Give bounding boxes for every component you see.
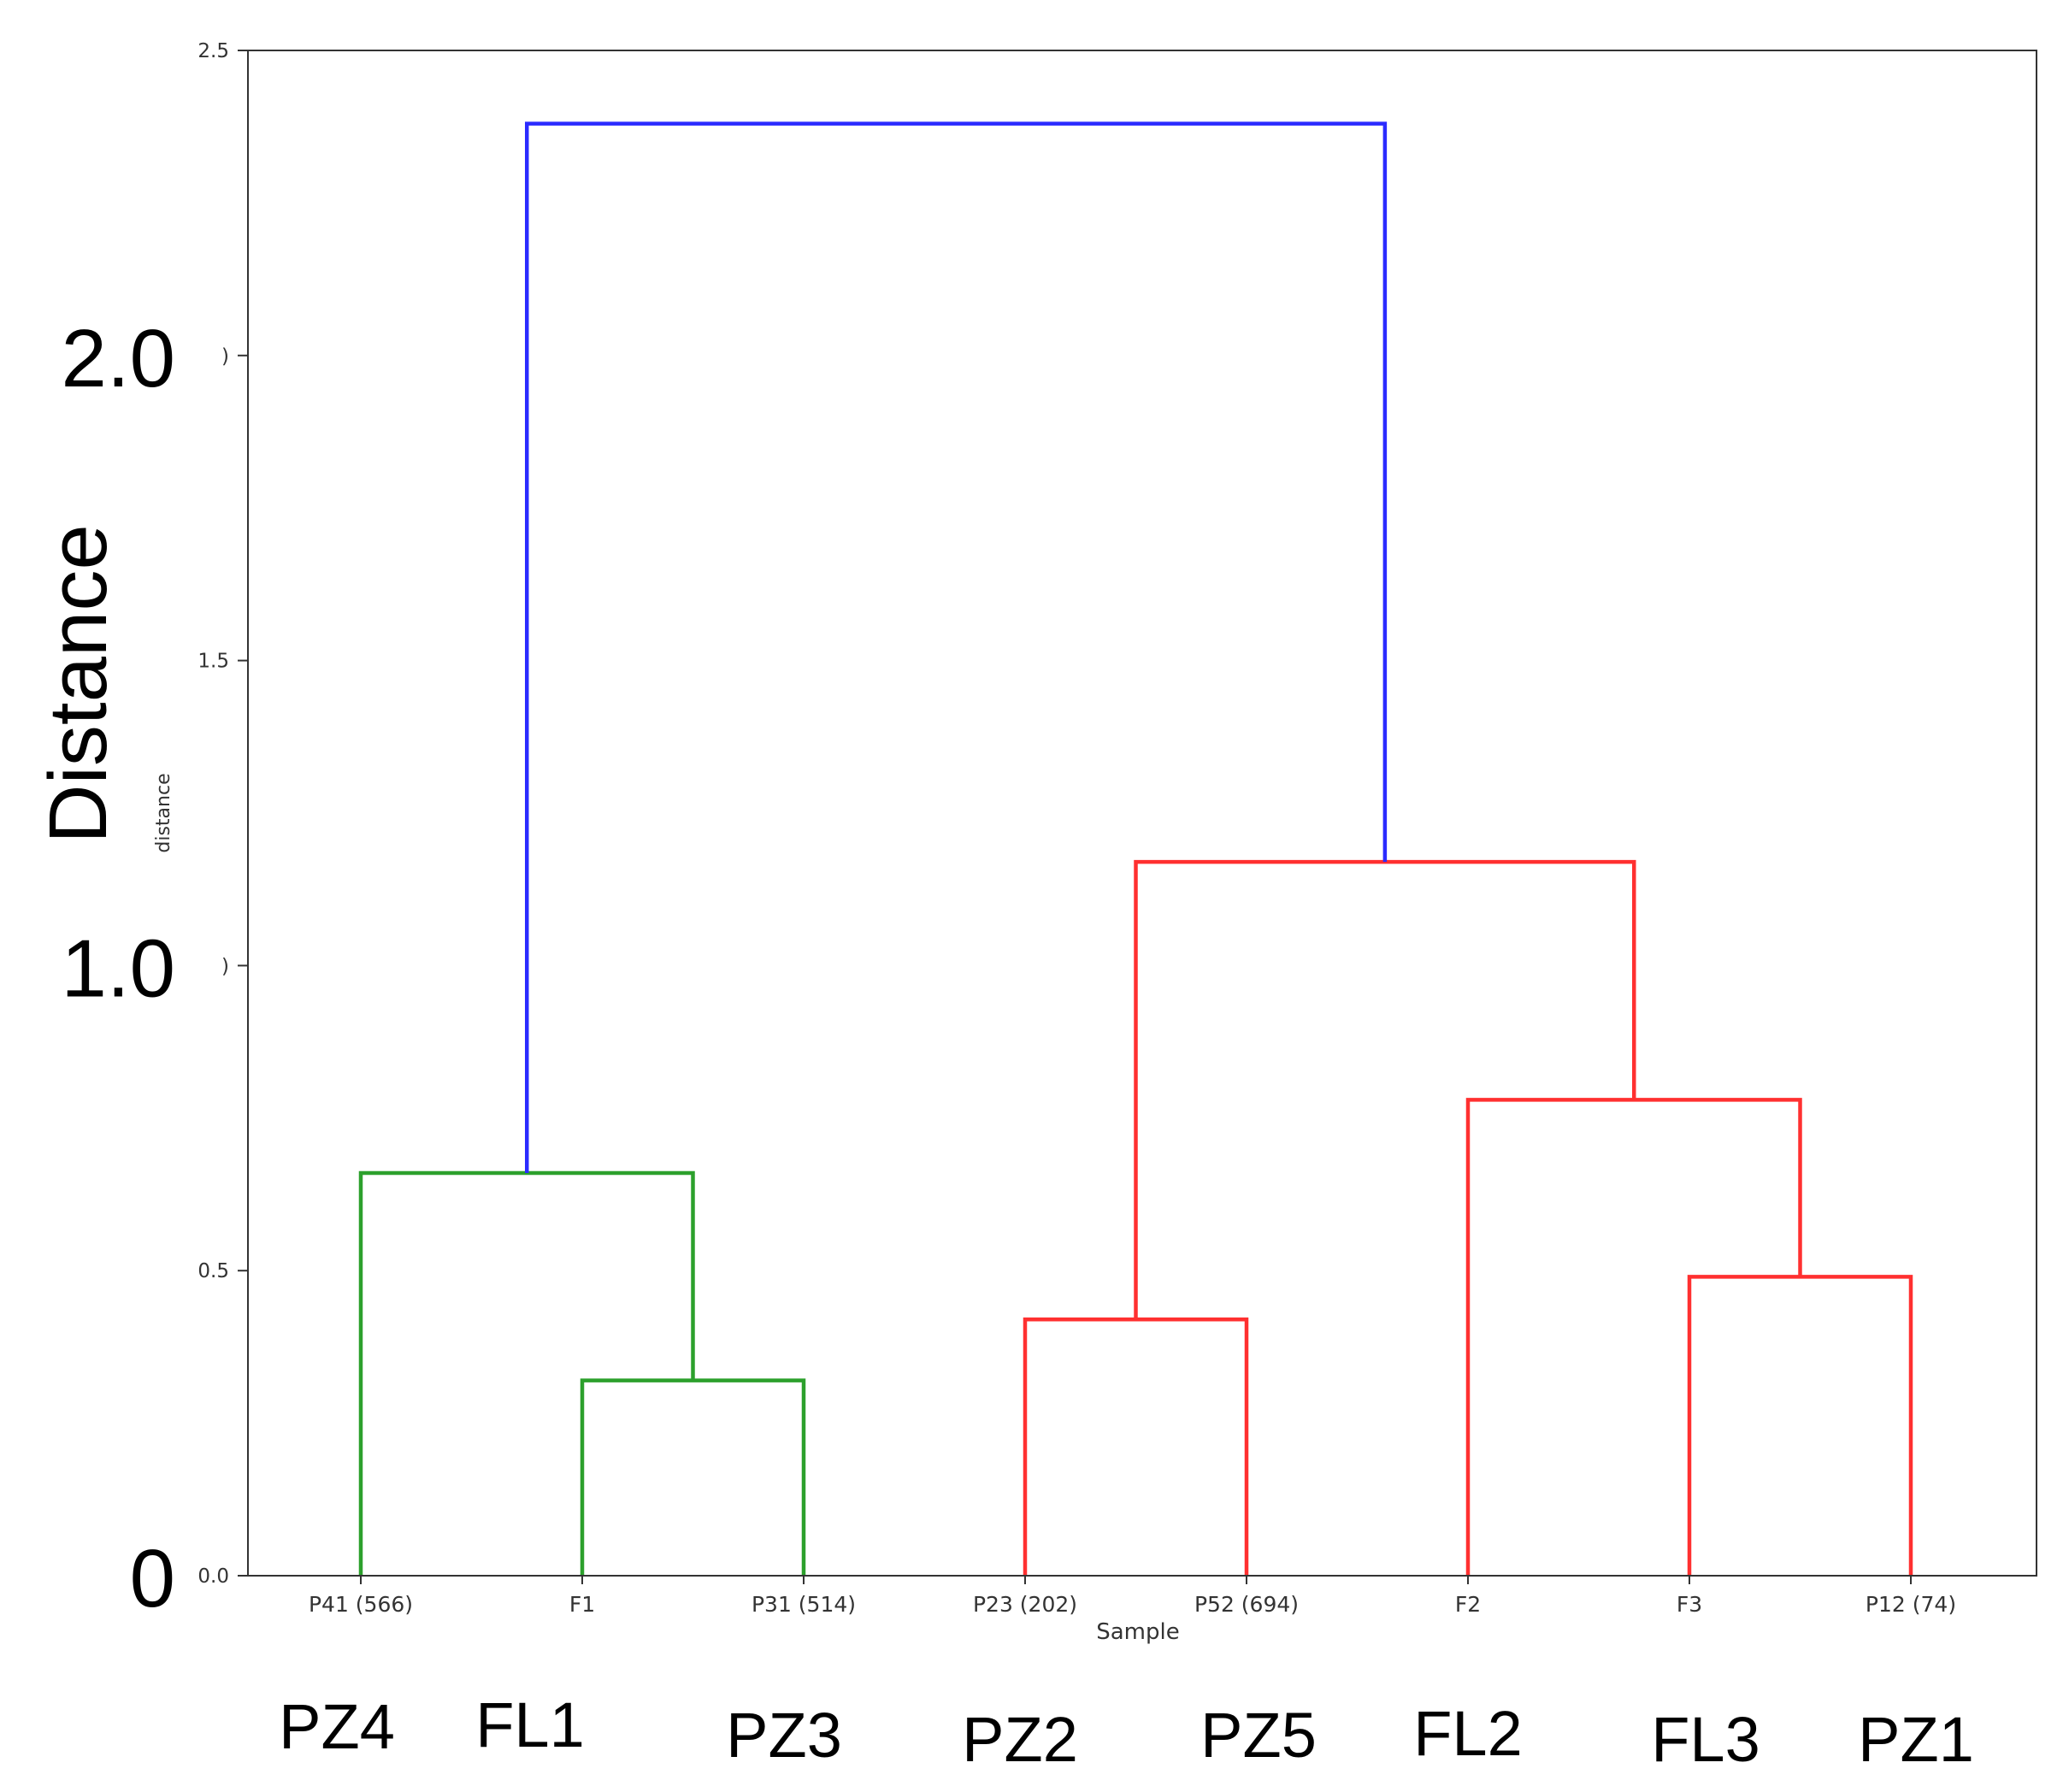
dendrogram-link-2 [1023,1317,1249,1576]
y-axis: 0.0 0.5) 1.5) 2.5 [197,40,248,1588]
dendrogram-link-6 [525,121,1388,1174]
y-tick-label-3: 1.5 [197,651,229,673]
y-tick-label-0: 0.0 [197,1565,229,1588]
overlay-leaf-label-6: FL3 [1651,1704,1760,1775]
y-tick-label-1: 0.5 [197,1260,229,1282]
leaf-label-7: P12 (74) [1866,1592,1956,1617]
leaf-label-1: F1 [569,1592,595,1617]
overlay-y-tick-2: 2.0 [62,313,175,404]
y-axis-overlay-label: Distance [32,524,124,844]
overlay-y-tick-1: 1.0 [62,923,175,1014]
x-axis-label: Sample [1096,1619,1180,1645]
plot-frame [247,50,2037,1577]
leaf-label-3: P23 (202) [973,1592,1077,1617]
y-axis-label: distance [153,773,174,852]
leaf-label-4: P52 (694) [1194,1592,1299,1617]
overlay-leaf-label-3: PZ2 [962,1704,1078,1775]
y-tick-label-5: 2.5 [197,40,229,62]
overlay-y-tick-0: 0 [130,1533,175,1624]
y-tick-label-2: ) [221,955,229,977]
overlay-leaf-label-0: PZ4 [279,1691,395,1762]
leaf-label-6: F3 [1677,1592,1702,1617]
x-axis-leaves: P41 (566) F1 P31 (514) P23 (202) P52 (694) F2… [309,1576,1956,1617]
dendrogram-link-3 [1687,1275,1913,1576]
leaf-label-5: F2 [1455,1592,1481,1617]
dendrogram-link-5 [1134,859,1636,1320]
overlay-leaf-label-7: PZ1 [1858,1704,1974,1775]
leaf-label-0: P41 (566) [309,1592,413,1617]
overlay-leaf-label-1: FL1 [475,1689,585,1760]
overlay-leaf-label-4: PZ5 [1200,1700,1317,1771]
overlay-y-ticks: 0 1.0 2.0 [62,313,175,1624]
y-tick-label-4: ) [221,345,229,368]
overlay-leaf-labels: PZ4 FL1 PZ3 PZ2 PZ5 FL2 FL3 PZ1 [279,1689,1974,1775]
leaf-label-2: P31 (514) [752,1592,856,1617]
dendrogram-link-0 [580,1378,806,1576]
overlay-leaf-label-5: FL2 [1413,1698,1523,1769]
dendrogram-links [358,121,1913,1576]
overlay-leaf-label-2: PZ3 [726,1700,842,1771]
